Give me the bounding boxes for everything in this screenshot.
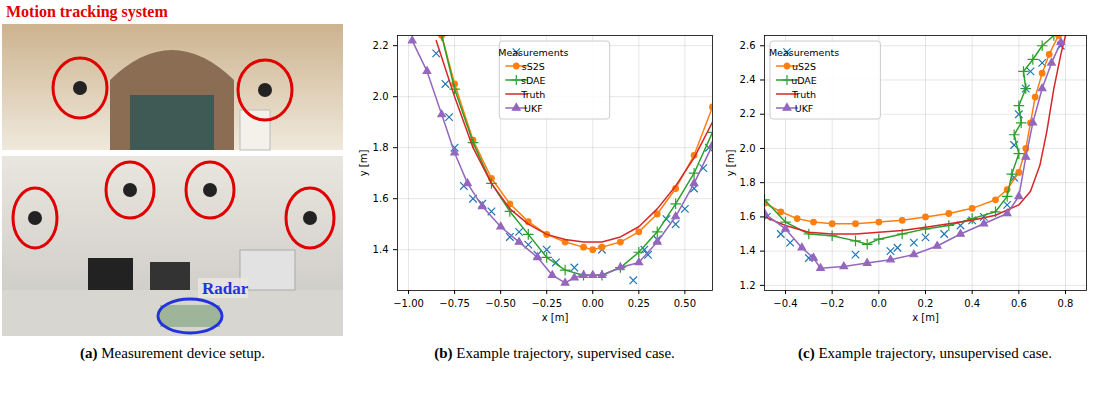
- svg-text:−0.75: −0.75: [439, 298, 470, 309]
- svg-text:sS2S: sS2S: [522, 61, 545, 72]
- svg-text:−0.4: −0.4: [773, 298, 797, 309]
- svg-text:0.0: 0.0: [871, 298, 887, 309]
- svg-text:−0.25: −0.25: [531, 298, 562, 309]
- svg-text:UKF: UKF: [524, 103, 543, 114]
- svg-text:Truth: Truth: [791, 89, 816, 100]
- svg-text:Radar: Radar: [202, 279, 249, 298]
- svg-text:Measurements: Measurements: [769, 47, 839, 58]
- svg-text:−0.2: −0.2: [820, 298, 844, 309]
- svg-text:0.2: 0.2: [918, 298, 934, 309]
- svg-text:sDAE: sDAE: [521, 75, 546, 86]
- svg-text:−0.50: −0.50: [485, 298, 516, 309]
- svg-text:1.6: 1.6: [740, 211, 756, 222]
- svg-text:1.6: 1.6: [373, 193, 389, 204]
- svg-text:2.2: 2.2: [373, 40, 389, 51]
- svg-text:Measurements: Measurements: [498, 47, 568, 58]
- svg-text:2.0: 2.0: [740, 143, 756, 154]
- svg-text:0.50: 0.50: [674, 298, 696, 309]
- svg-text:uDAE: uDAE: [791, 75, 817, 86]
- html-text:(c) Example trajectory, unsupe: (c) Example trajectory, unsupervised cas…: [798, 345, 1052, 361]
- svg-text:UKF: UKF: [795, 103, 814, 114]
- svg-text:1.2: 1.2: [740, 280, 756, 291]
- svg-text:x [m]: x [m]: [912, 312, 939, 323]
- svg-text:0.6: 0.6: [1011, 298, 1027, 309]
- svg-text:y [m]: y [m]: [725, 150, 736, 177]
- svg-text:1.8: 1.8: [740, 177, 756, 188]
- svg-text:0.4: 0.4: [964, 298, 980, 309]
- svg-text:Motion tracking system: Motion tracking system: [6, 3, 168, 21]
- svg-text:1.8: 1.8: [373, 142, 389, 153]
- svg-text:2.0: 2.0: [373, 91, 389, 102]
- svg-text:Truth: Truth: [520, 89, 545, 100]
- html-text:(a) Measurement device setup.: (a) Measurement device setup.: [80, 345, 265, 361]
- svg-text:0.8: 0.8: [1058, 298, 1074, 309]
- svg-text:0.00: 0.00: [582, 298, 604, 309]
- svg-text:1.4: 1.4: [740, 245, 756, 256]
- svg-text:2.2: 2.2: [740, 108, 756, 119]
- svg-text:y [m]: y [m]: [358, 150, 369, 177]
- svg-text:1.4: 1.4: [373, 244, 389, 255]
- svg-text:0.25: 0.25: [628, 298, 650, 309]
- svg-text:uS2S: uS2S: [792, 61, 816, 72]
- html-text:(b) Example trajectory, superv: (b) Example trajectory, supervised case.: [434, 345, 675, 361]
- svg-text:−1.00: −1.00: [393, 298, 424, 309]
- svg-text:2.6: 2.6: [740, 40, 756, 51]
- svg-text:x [m]: x [m]: [542, 312, 569, 323]
- svg-text:2.4: 2.4: [740, 74, 756, 85]
